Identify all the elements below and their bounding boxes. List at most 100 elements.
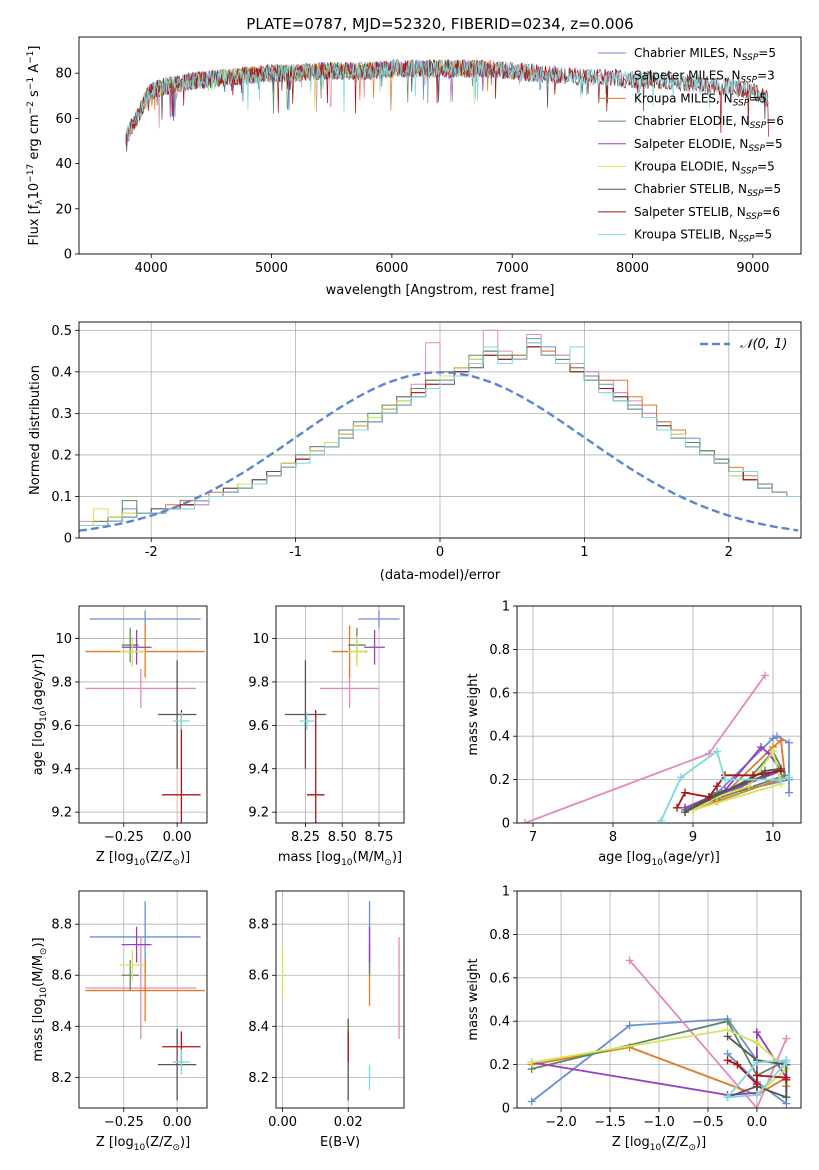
x-axis-label-part: 10 xyxy=(651,858,663,868)
legend-label: Kroupa ELODIE, NSSP=5 xyxy=(634,160,775,177)
weight-marker xyxy=(723,1056,732,1065)
weight-marker xyxy=(761,671,769,680)
legend-model: Salpeter ELODIE, N xyxy=(634,137,748,151)
axes-frame xyxy=(275,605,405,824)
weight-line xyxy=(692,749,783,811)
x-axis-label-part: ⊙ xyxy=(172,858,180,868)
weight-marker xyxy=(773,732,781,741)
tick-label-y: 8.8 xyxy=(248,918,269,933)
weight-marker xyxy=(752,1038,761,1047)
weight-marker xyxy=(527,1097,536,1106)
y-axis-label-part: Flux [f xyxy=(27,204,42,245)
tick-label-y: 20 xyxy=(55,202,72,217)
legend-count: =6 xyxy=(766,114,784,128)
x-axis-label: Z [log10​(Z/Z⊙​)] xyxy=(96,1135,190,1153)
tick-label-y: 10 xyxy=(252,632,269,647)
tick-label-x: −0.25 xyxy=(104,1115,144,1130)
x-axis-label-part: 10 xyxy=(134,1143,146,1153)
tick-label-y: 1 xyxy=(502,885,510,900)
weight-marker xyxy=(785,738,793,747)
axes-frame xyxy=(78,321,802,539)
legend-model: Chabrier STELIB, N xyxy=(634,182,747,196)
tick-label-x: 4000 xyxy=(135,261,168,276)
tick-label-y: 9.8 xyxy=(51,675,72,690)
axes-frame xyxy=(78,605,208,824)
weight-marker xyxy=(681,808,689,817)
tick-label-x: −0.5 xyxy=(692,1115,724,1130)
legend-label: Kroupa MILES, NSSP=5 xyxy=(634,91,767,108)
tick-label-x: −2.0 xyxy=(545,1115,577,1130)
tick-label-y: 8.2 xyxy=(248,1071,269,1086)
tick-label-y: 60 xyxy=(55,112,72,127)
x-axis-label: age [log10​(age/yr)] xyxy=(598,850,720,868)
weight-marker xyxy=(745,782,753,791)
legend-sub: SSP xyxy=(738,235,755,245)
x-axis-label-part: )] xyxy=(696,1135,706,1150)
y-axis-label-part: −2 xyxy=(26,101,36,114)
tick-label-y: 0.4 xyxy=(489,1015,510,1030)
x-axis-label-part: Z [log xyxy=(612,1135,650,1150)
y-axis-label-part: ⊙ xyxy=(39,948,49,956)
tick-label-y: 0.6 xyxy=(489,686,510,701)
legend-sub: SSP xyxy=(741,167,758,177)
tick-label-x: 2 xyxy=(725,545,733,560)
x-axis-label-part: 10 xyxy=(650,1143,662,1153)
y-axis-label: Normed distribution xyxy=(28,365,43,495)
weight-marker xyxy=(752,1071,761,1080)
legend-count: =5 xyxy=(765,137,783,151)
weight-marker xyxy=(777,766,785,775)
weight-marker xyxy=(785,773,793,782)
y-axis-label-part: 10 xyxy=(39,987,49,999)
weight-marker xyxy=(752,1090,761,1099)
plot-area-mass-vs-EBV xyxy=(281,901,400,1101)
tick-label-x: −1.5 xyxy=(594,1115,626,1130)
tick-label-x: 7 xyxy=(529,830,537,845)
weight-marker xyxy=(705,792,713,801)
tick-label-x: −1.0 xyxy=(643,1115,675,1130)
tick-label-y: 9.6 xyxy=(248,719,269,734)
x-axis-label-part: (age/yr)] xyxy=(663,850,720,865)
y-axis-label: Flux [fλ​10−17​ erg cm−2​ s−1​ A−1​] xyxy=(26,46,45,246)
y-axis-label-part: erg cm xyxy=(27,114,42,163)
tick-label-y: 8.8 xyxy=(51,918,72,933)
legend-label: Chabrier MILES, NSSP=5 xyxy=(634,46,776,63)
panel-mass-weight-vs-Z: −2.0 −1.5 −1.0 −0.5 0.0 0 0.2 0.4 0.6 0.8 1 Z [log1… xyxy=(466,885,802,1153)
tick-label-y: 9.4 xyxy=(51,762,72,777)
tick-label-y: 8.6 xyxy=(51,969,72,984)
x-axis-label-part: (M/M xyxy=(353,850,385,865)
tick-label-y: 1 xyxy=(502,600,510,615)
tick-label-x: 1 xyxy=(580,545,588,560)
x-axis-label-part: ⊙ xyxy=(172,1143,180,1153)
tick-label-y: 0.2 xyxy=(489,1058,510,1073)
tick-label-x: 8000 xyxy=(616,261,649,276)
x-axis-label: Z [log10​(Z/Z⊙​)] xyxy=(612,1135,706,1153)
tick-label-y: 0.5 xyxy=(51,324,72,339)
axes-frame xyxy=(78,36,802,255)
tick-label-x: 0.00 xyxy=(268,1115,297,1130)
weight-marker xyxy=(752,1028,761,1037)
tick-label-y: 8.4 xyxy=(51,1020,72,1035)
tick-label-y: 0 xyxy=(64,532,72,547)
tick-label-y: 0.1 xyxy=(51,490,72,505)
tick-label-x: -2 xyxy=(145,545,158,560)
tick-label-y: 0.2 xyxy=(51,448,72,463)
tick-label-y: 8.4 xyxy=(248,1020,269,1035)
weight-marker xyxy=(785,788,793,797)
y-axis-label-part: age [log xyxy=(31,722,46,775)
x-axis-label-part: 10 xyxy=(134,858,146,868)
y-axis-label-part: −1 xyxy=(26,77,36,90)
tick-label-y: 9.6 xyxy=(51,719,72,734)
weight-marker xyxy=(713,747,721,756)
tick-label-y: 8.2 xyxy=(51,1071,72,1086)
axes-frame xyxy=(78,890,208,1109)
histogram-step xyxy=(79,342,801,538)
axes-frame xyxy=(516,605,802,824)
weight-marker xyxy=(723,1093,732,1102)
x-axis-label-part: (Z/Z xyxy=(145,1135,172,1150)
legend-model: Kroupa ELODIE, N xyxy=(634,160,741,174)
legend-count: =5 xyxy=(749,91,767,105)
tick-label-y: 0.4 xyxy=(489,730,510,745)
y-axis-label: mass weight xyxy=(466,958,481,1040)
tick-label-y: 0 xyxy=(64,248,72,263)
